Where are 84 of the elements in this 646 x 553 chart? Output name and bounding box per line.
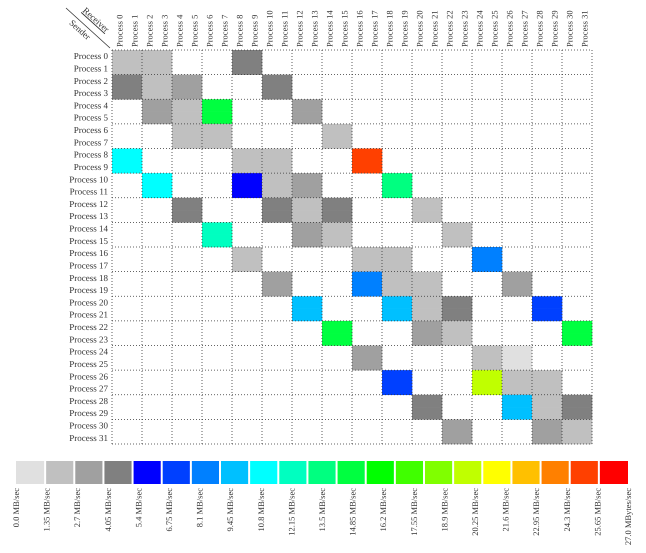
color-bar-label: 4.05 MB/sec	[102, 488, 113, 532]
y-tick-label: Process 1	[74, 63, 108, 74]
x-tick-label: Process 3	[160, 14, 170, 47]
x-tick-label: Process 31	[580, 10, 590, 47]
y-tick-label: Process 25	[69, 358, 108, 369]
y-tick-label: Process 5	[74, 112, 108, 123]
color-bar-label: 0.0 MB/sec	[11, 488, 21, 528]
y-tick-label: Process 7	[74, 137, 108, 148]
y-tick-label: Process 28	[69, 396, 108, 406]
color-bar-label: 16.2 MB/sec	[378, 488, 388, 532]
color-bar-label: 6.75 MB/sec	[164, 488, 174, 532]
y-tick-label: Process 29	[69, 408, 108, 418]
y-tick-label: Process 4	[74, 100, 108, 110]
x-tick-label: Process 4	[174, 14, 184, 47]
color-bar-label: 25.65 MB/sec	[592, 488, 602, 536]
x-tick-label: Process 8	[234, 14, 244, 47]
y-tick-label: Process 0	[74, 51, 108, 62]
x-tick-label: Process 20	[414, 10, 424, 47]
y-tick-label: Process 3	[74, 88, 108, 98]
x-tick-label: Process 24	[474, 10, 484, 47]
x-tick-label: Process 13	[310, 10, 320, 47]
y-tick-label: Process 11	[70, 186, 108, 197]
y-tick-label: Process 14	[69, 224, 108, 234]
y-tick-label: Process 31	[69, 432, 108, 443]
x-tick-label: Process 6	[204, 14, 214, 47]
x-tick-label: Process 10	[264, 10, 274, 47]
y-tick-label: Process 20	[69, 297, 108, 308]
y-tick-label: Process 26	[69, 371, 108, 382]
x-tick-label: Process 21	[430, 10, 440, 47]
color-bar-label: 22.95 MB/sec	[531, 488, 542, 536]
y-tick-label: Process 13	[69, 211, 108, 222]
x-tick-label: Process 9	[250, 14, 260, 47]
y-tick-label: Process 21	[69, 310, 108, 320]
color-bar-label: 27.0 MBytes/sec	[623, 488, 633, 546]
y-tick-label: Process 15	[69, 236, 108, 246]
y-tick-label: Process 22	[69, 322, 108, 332]
y-tick-label: Process 24	[69, 346, 108, 357]
x-tick-label: Process 28	[534, 10, 544, 47]
color-bar-label: 14.85 MB/sec	[348, 488, 358, 536]
color-bar-label: 9.45 MB/sec	[225, 488, 236, 532]
color-bar-label: 24.3 MB/sec	[562, 488, 572, 532]
color-bar-label: 18.9 MB/sec	[439, 488, 450, 532]
y-tick-label: Process 12	[69, 198, 108, 209]
x-tick-label: Process 30	[564, 10, 574, 47]
y-tick-label: Process 9	[74, 162, 108, 172]
color-bar-label: 1.35 MB/sec	[42, 488, 52, 532]
x-tick-label: Process 18	[384, 10, 394, 47]
x-tick-label: Process 14	[324, 10, 334, 47]
x-tick-label: Process 23	[460, 10, 470, 47]
x-tick-label: Process 26	[504, 10, 514, 47]
x-tick-label: Process 5	[190, 14, 200, 47]
y-tick-label: Process 18	[69, 272, 108, 283]
x-tick-label: Process 22	[444, 10, 454, 47]
y-tick-label: Process 10	[69, 174, 108, 184]
y-tick-label: Process 30	[69, 420, 108, 431]
y-tick-label: Process 8	[74, 150, 108, 160]
x-tick-label: Process 25	[490, 10, 500, 47]
x-tick-label: Process 27	[520, 10, 530, 47]
color-bar-label: 20.25 MB/sec	[470, 488, 480, 536]
color-bar-label: 12.15 MB/sec	[286, 488, 296, 536]
x-tick-label: Process 19	[400, 10, 410, 47]
color-bar-label: 8.1 MB/sec	[194, 488, 205, 528]
color-bar-label: 2.7 MB/sec	[72, 488, 82, 528]
x-tick-label: Process 1	[130, 14, 140, 47]
x-tick-label: Process 15	[340, 10, 350, 47]
y-tick-label: Process 27	[69, 384, 108, 394]
color-bar-label: 21.6 MB/sec	[500, 488, 511, 532]
y-tick-label: Process 6	[74, 125, 108, 136]
y-tick-label: Process 16	[69, 248, 108, 258]
x-tick-label: Process 17	[370, 10, 380, 47]
x-tick-label: Process 7	[220, 14, 230, 47]
color-bar-label: 17.55 MB/sec	[408, 488, 419, 536]
color-bar-label: 13.5 MB/sec	[317, 488, 327, 532]
x-tick-label: Process 16	[354, 10, 364, 47]
color-bar-label: 5.4 MB/sec	[133, 488, 144, 528]
x-tick-label: Process 2	[144, 14, 154, 47]
x-tick-label: Process 12	[294, 10, 304, 47]
y-tick-label: Process 2	[74, 76, 108, 86]
color-bar-label: 10.8 MB/sec	[256, 488, 266, 532]
y-tick-label: Process 17	[69, 260, 108, 270]
x-tick-label: Process 29	[550, 10, 560, 47]
y-tick-label: Process 23	[69, 334, 108, 344]
y-tick-label: Process 19	[69, 285, 108, 296]
x-tick-label: Process 11	[280, 10, 290, 47]
